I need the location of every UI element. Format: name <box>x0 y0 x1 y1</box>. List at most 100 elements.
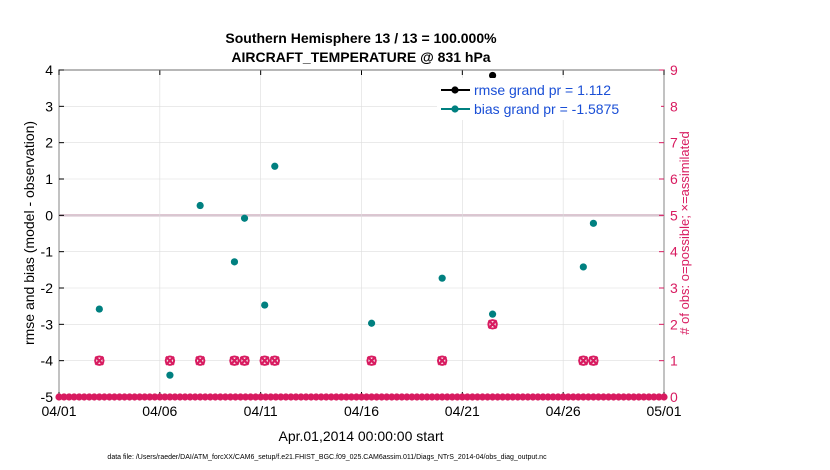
obs-assimilated-marker <box>259 355 270 366</box>
obs-possible-marker <box>194 355 206 366</box>
obs-assimilated-marker <box>229 355 240 366</box>
obs-zero-marker <box>236 393 245 401</box>
obs-possible-marker <box>259 355 270 366</box>
bias-point <box>488 310 497 318</box>
obs-assimilated-marker <box>270 355 280 366</box>
obs-zero-marker <box>226 393 235 401</box>
obs-assimilated-marker <box>578 355 589 366</box>
obs-zero-marker <box>473 393 482 401</box>
obs-zero-marker <box>302 393 310 401</box>
obs-zero-marker <box>443 393 451 401</box>
rmse-point <box>488 71 497 80</box>
legend-box <box>437 78 661 120</box>
obs-zero-marker <box>584 393 592 401</box>
obs-zero-marker <box>176 393 184 401</box>
chart-subtitle: AIRCRAFT_TEMPERATURE @ 831 hPa <box>231 49 490 65</box>
obs-possible-marker <box>269 355 280 366</box>
obs-zero-marker <box>609 393 618 401</box>
x-tick-label: 04/01 <box>41 403 76 419</box>
obs-zero-marker <box>599 393 608 401</box>
obs-zero-marker <box>55 393 63 401</box>
obs-zero-marker <box>423 393 431 401</box>
y2-tick-label: 9 <box>670 62 678 78</box>
obs-zero-marker <box>201 393 209 401</box>
bias-point <box>230 258 239 266</box>
y2-tick-label: 2 <box>670 316 678 332</box>
obs-possible-marker <box>487 319 498 330</box>
obs-zero-marker <box>483 393 492 401</box>
obs-zero-marker <box>347 393 356 401</box>
obs-zero-marker <box>408 393 416 401</box>
obs-assimilated-marker <box>239 355 250 366</box>
y-tick-label: -3 <box>41 316 54 332</box>
obs-zero-marker <box>413 393 421 401</box>
legend: rmse grand pr = 1.112 bias grand pr = -1… <box>437 78 661 120</box>
obs-zero-marker <box>640 393 648 401</box>
bias-point <box>166 371 174 379</box>
obs-zero-marker <box>110 393 119 401</box>
obs-zero-marker <box>120 393 129 401</box>
obs-zero-marker <box>95 393 103 401</box>
obs-zero-marker <box>196 393 204 401</box>
y-tick-label: -2 <box>41 280 54 296</box>
obs-zero-marker <box>252 393 260 401</box>
bias-point <box>196 201 204 210</box>
obs-zero-marker <box>594 393 603 401</box>
obs-assimilated-marker <box>437 355 447 366</box>
obs-zero-marker <box>418 393 426 401</box>
obs-zero-marker <box>211 393 219 401</box>
obs-zero-marker <box>499 393 507 401</box>
obs-assimilated-marker <box>487 319 498 330</box>
obs-possible-marker <box>436 355 448 366</box>
obs-zero-marker <box>231 393 240 401</box>
obs-zero-marker <box>181 393 189 401</box>
obs-zero-marker <box>650 393 658 401</box>
obs-assimilated-marker <box>366 355 377 366</box>
obs-zero-marker <box>509 393 517 401</box>
x-tick-label: 04/06 <box>142 403 177 419</box>
x-tick-label: 04/16 <box>344 403 379 419</box>
obs-possible-marker <box>578 355 589 366</box>
obs-zero-marker <box>221 393 229 401</box>
obs-zero-marker <box>458 393 466 401</box>
obs-zero-marker <box>262 393 270 401</box>
obs-possible-marker <box>164 355 176 366</box>
y2-axis-label: # of obs: o=possible; ×=assimilated <box>677 131 692 334</box>
obs-zero-marker <box>307 393 315 401</box>
obs-zero-marker <box>342 393 350 401</box>
obs-zero-marker <box>544 393 552 401</box>
y-tick-label: 0 <box>45 207 53 223</box>
bias-point <box>367 319 376 327</box>
y-tick-label: 2 <box>45 135 53 151</box>
obs-assimilated-marker <box>588 355 599 366</box>
obs-zero-marker <box>80 393 88 401</box>
obs-zero-marker <box>574 393 582 401</box>
obs-zero-marker <box>403 393 411 401</box>
obs-zero-marker <box>337 393 345 401</box>
obs-zero-marker <box>151 393 159 401</box>
obs-zero-marker <box>317 393 325 401</box>
obs-zero-marker <box>287 393 295 401</box>
obs-zero-marker <box>105 393 114 401</box>
obs-zero-marker <box>241 393 250 401</box>
obs-zero-marker <box>206 393 214 401</box>
obs-zero-marker <box>362 393 371 401</box>
obs-zero-marker <box>357 393 366 401</box>
legend-rmse-label: rmse grand pr = 1.112 <box>474 82 611 98</box>
obs-zero-marker <box>579 393 587 401</box>
obs-zero-marker <box>428 393 436 401</box>
obs-zero-marker <box>85 393 93 401</box>
obs-zero-marker <box>645 393 653 401</box>
chart-title: Southern Hemisphere 13 / 13 = 100.000% <box>225 30 497 46</box>
bias-point <box>438 274 446 282</box>
y-tick-label: 3 <box>45 98 53 114</box>
y-tick-label: -1 <box>41 244 54 260</box>
obs-zero-marker <box>297 393 305 401</box>
obs-zero-marker <box>75 393 83 401</box>
legend-rmse-marker <box>451 86 459 94</box>
obs-zero-marker <box>292 393 300 401</box>
obs-zero-marker <box>519 393 527 401</box>
y2-tick-label: 3 <box>670 280 678 296</box>
obs-zero-marker <box>494 393 502 401</box>
